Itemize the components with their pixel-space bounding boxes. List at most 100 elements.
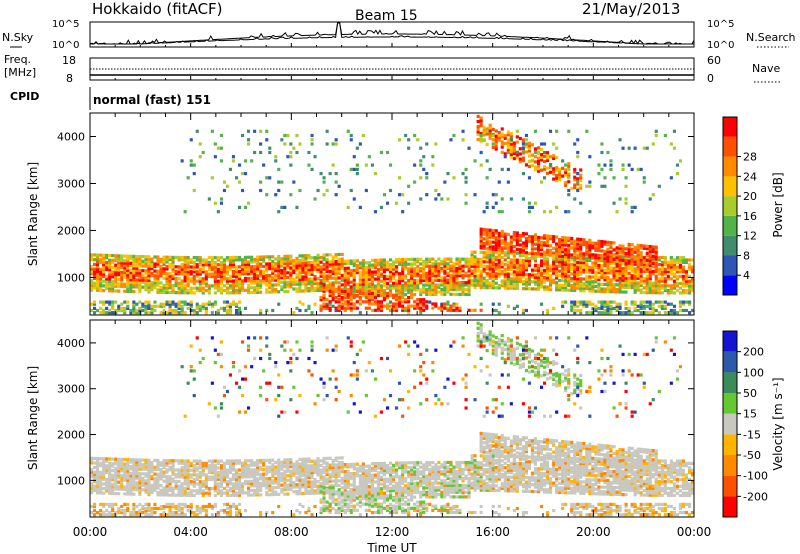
data-cell [322, 287, 326, 291]
data-cell [648, 245, 652, 249]
data-cell [165, 302, 169, 306]
data-cell [488, 240, 492, 244]
data-cell [238, 308, 242, 313]
data-cell [204, 258, 208, 262]
data-cell [235, 255, 239, 260]
data-cell [651, 302, 655, 306]
data-cell [183, 482, 187, 486]
data-cell [114, 272, 118, 277]
data-cell [582, 270, 586, 274]
data-cell [579, 277, 583, 281]
data-cell [506, 143, 510, 147]
data-cell [114, 268, 118, 272]
data-cell [503, 152, 507, 156]
data-cell [144, 285, 148, 289]
data-cell [370, 296, 374, 300]
data-cell [198, 142, 202, 146]
data-cell [636, 246, 640, 250]
data-cell [241, 262, 245, 267]
data-cell [352, 302, 356, 306]
data-cell [500, 265, 504, 269]
data-cell [289, 280, 293, 284]
data-cell [624, 251, 628, 256]
data-cell [688, 265, 692, 269]
data-cell [108, 279, 112, 283]
data-cell [156, 493, 160, 497]
data-cell [691, 277, 694, 281]
data-cell [111, 289, 115, 293]
data-cell [663, 133, 667, 138]
data-cell [189, 502, 193, 506]
data-cell [250, 279, 254, 283]
data-cell [361, 270, 365, 274]
data-cell [537, 268, 541, 272]
data-cell [476, 132, 480, 137]
data-cell [555, 146, 559, 150]
data-cell [431, 257, 435, 261]
data-cell [268, 276, 272, 280]
data-cell [129, 460, 133, 464]
data-cell [144, 283, 148, 287]
data-cell [419, 288, 423, 292]
data-cell [228, 464, 232, 468]
data-cell [392, 262, 396, 267]
data-cell [612, 257, 616, 261]
data-cell [561, 267, 565, 271]
data-cell [503, 284, 507, 288]
velocity-heatmap [90, 321, 694, 517]
data-cell [153, 274, 157, 278]
data-cell [413, 306, 417, 310]
data-cell [126, 289, 130, 293]
data-cell [494, 308, 498, 313]
data-cell [277, 273, 281, 277]
data-cell [455, 271, 459, 275]
data-cell [452, 262, 456, 266]
data-cell [392, 260, 396, 264]
data-cell [379, 289, 383, 293]
data-cell [669, 270, 673, 274]
data-cell [398, 286, 402, 290]
data-cell [518, 234, 522, 238]
data-cell [555, 168, 559, 172]
data-cell [401, 290, 405, 295]
data-cell [189, 286, 193, 290]
data-cell [201, 509, 205, 513]
noise-search-label: N.Search [746, 31, 796, 44]
data-cell [225, 459, 229, 463]
data-cell [579, 263, 583, 267]
data-cell [319, 270, 323, 274]
data-cell [319, 296, 323, 300]
data-cell [500, 255, 504, 260]
data-cell [225, 482, 229, 486]
data-cell [512, 270, 516, 274]
data-cell [642, 311, 646, 315]
data-cell [222, 511, 226, 515]
colorbar-tick-label: 4 [743, 269, 750, 282]
data-cell [135, 465, 139, 469]
data-cell [573, 267, 577, 271]
data-cell [582, 242, 586, 247]
data-cell [352, 289, 356, 294]
data-cell [521, 142, 525, 146]
data-cell [648, 197, 652, 201]
data-cell [425, 264, 429, 268]
data-cell [398, 279, 402, 283]
data-cell [395, 304, 399, 308]
data-cell [479, 271, 483, 276]
data-cell [93, 486, 97, 490]
data-cell [555, 129, 559, 133]
data-cell [485, 286, 489, 290]
data-cell [123, 457, 127, 462]
data-cell [672, 272, 676, 276]
data-cell [600, 268, 604, 272]
data-cell [530, 287, 534, 291]
data-cell [105, 487, 109, 491]
data-cell [228, 277, 232, 281]
data-cell [289, 273, 293, 277]
data-cell [675, 258, 679, 262]
data-cell [105, 306, 109, 310]
data-cell [540, 243, 544, 247]
data-cell [530, 275, 534, 279]
data-cell [422, 276, 426, 280]
data-cell [606, 243, 610, 247]
